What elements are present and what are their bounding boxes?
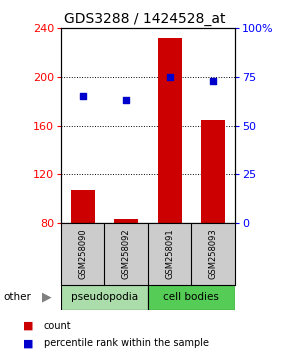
Text: other: other [3,292,31,302]
Point [211,78,215,84]
Point [80,93,85,99]
Bar [148,285,235,310]
Text: GSM258090: GSM258090 [78,229,87,279]
Text: GSM258093: GSM258093 [209,229,218,279]
Bar [114,219,138,223]
Text: GSM258092: GSM258092 [122,229,131,279]
Text: percentile rank within the sample: percentile rank within the sample [44,338,209,348]
Text: pseudopodia: pseudopodia [71,292,138,302]
Text: GSM258091: GSM258091 [165,229,174,279]
Point [124,97,128,103]
Bar [71,190,95,223]
Text: GDS3288 / 1424528_at: GDS3288 / 1424528_at [64,12,226,27]
Bar [61,285,148,310]
Bar [158,38,182,223]
Text: ▶: ▶ [41,291,51,304]
Text: count: count [44,321,71,331]
Bar [201,120,225,223]
Text: ■: ■ [23,321,34,331]
Text: cell bodies: cell bodies [164,292,219,302]
Point [167,74,172,80]
Text: ■: ■ [23,338,34,348]
